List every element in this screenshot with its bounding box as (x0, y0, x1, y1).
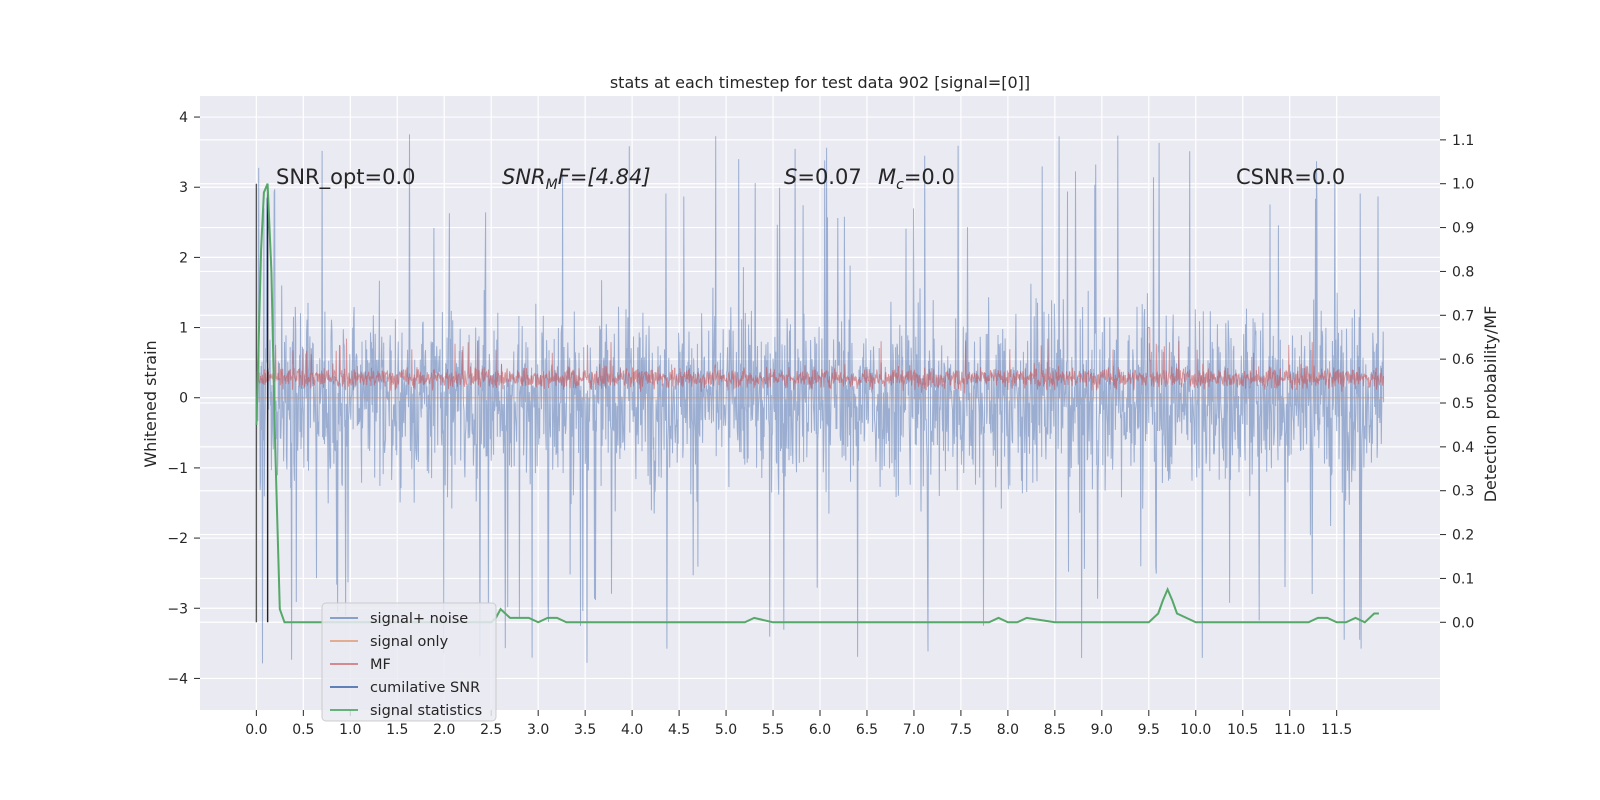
x-tick-label: 0.5 (292, 722, 314, 738)
x-tick-label: 7.0 (903, 722, 925, 738)
annotation-snr-mf-rest: F=[4.84] (558, 165, 651, 189)
y-tick-label: 4 (179, 110, 188, 126)
y-right-tick-label: 1.0 (1452, 177, 1474, 193)
x-tick-label: 11.5 (1321, 722, 1352, 738)
x-tick-label: 4.0 (621, 722, 643, 738)
y-right-axis-ticks: 0.0 0.1 0.2 0.3 0.4 0.5 0.6 0.7 0.8 0.9 1.0 1.1 (1440, 133, 1474, 631)
y-tick-label: −4 (167, 671, 188, 687)
y-right-axis-title: Detection probability/MF (1481, 306, 1500, 503)
y-tick-label: −2 (167, 531, 188, 547)
legend: signal+ noise signal only MF cumilative SNR… (321, 602, 497, 722)
x-tick-label: 8.5 (1044, 722, 1066, 738)
x-tick-label: 5.5 (762, 722, 784, 738)
x-tick-label: 6.5 (856, 722, 878, 738)
x-tick-label: 7.5 (950, 722, 972, 738)
series-signal-plus-noise (255, 134, 1385, 664)
legend-label: cumilative SNR (370, 680, 480, 696)
x-tick-label: 1.0 (339, 722, 361, 738)
y-right-tick-label: 0.1 (1452, 571, 1474, 587)
y-tick-label: 0 (179, 391, 188, 407)
y-tick-label: 1 (179, 321, 188, 337)
annotation-s-var: S (784, 165, 797, 189)
x-tick-label: 8.0 (997, 722, 1019, 738)
annotation-mc-var: M (878, 165, 896, 189)
x-tick-label: 9.5 (1138, 722, 1160, 738)
x-tick-label: 4.5 (668, 722, 690, 738)
annotation-mc: Mc=0.0 (878, 165, 955, 193)
legend-label: MF (370, 657, 391, 673)
y-tick-label: −1 (167, 461, 188, 477)
annotation-s: S=0.07 (784, 165, 862, 189)
y-tick-label: −3 (167, 601, 188, 617)
annotation-mc-sub: c (896, 177, 904, 193)
annotation-snr-mf: SNRMF=[4.84] (502, 165, 651, 193)
annotation-s-val: =0.07 (797, 165, 861, 189)
legend-label: signal only (370, 634, 449, 650)
chart-title: stats at each timestep for test data 902… (610, 73, 1030, 92)
legend-box (321, 602, 497, 722)
y-right-tick-label: 0.8 (1452, 264, 1474, 280)
x-tick-label: 3.5 (574, 722, 596, 738)
y-axis-title: Whitened strain (141, 340, 160, 467)
series-mf (255, 327, 1385, 394)
y-right-tick-label: 0.5 (1452, 396, 1474, 412)
x-tick-label: 2.0 (433, 722, 455, 738)
x-tick-label: 6.0 (809, 722, 831, 738)
x-tick-label: 9.0 (1091, 722, 1113, 738)
annotation-mc-val: =0.0 (904, 165, 955, 189)
y-tick-label: 2 (179, 250, 188, 266)
y-right-tick-label: 0.0 (1452, 615, 1474, 631)
y-right-tick-label: 0.9 (1452, 221, 1474, 237)
x-tick-label: 11.0 (1274, 722, 1305, 738)
y-right-tick-label: 0.7 (1452, 308, 1474, 324)
x-tick-label: 2.5 (480, 722, 502, 738)
legend-label: signal statistics (370, 703, 482, 719)
x-tick-label: 10.0 (1180, 722, 1211, 738)
annotation-csnr: CSNR=0.0 (1236, 165, 1345, 189)
y-right-tick-label: 0.3 (1452, 484, 1474, 500)
y-right-tick-label: 0.2 (1452, 528, 1474, 544)
x-tick-label: 0.0 (245, 722, 267, 738)
x-tick-label: 5.0 (715, 722, 737, 738)
y-right-tick-label: 1.1 (1452, 133, 1474, 149)
annotation-snr-mf-sub: M (546, 177, 558, 193)
y-tick-label: 3 (179, 180, 188, 196)
annotation-snr-opt: SNR_opt=0.0 (276, 165, 416, 190)
mf-line (255, 327, 1385, 394)
x-tick-label: 10.5 (1227, 722, 1258, 738)
x-tick-label: 3.0 (527, 722, 549, 738)
x-tick-label: 1.5 (386, 722, 408, 738)
x-axis-ticks: 0.0 0.5 1.0 1.5 2.0 2.5 3.0 3.5 4.0 4.5 5.0 5.5 6.0 6… (245, 710, 1352, 738)
y-right-tick-label: 0.6 (1452, 352, 1474, 368)
legend-label: signal+ noise (370, 611, 468, 627)
annotation-snr-mf-base: SNR (502, 165, 546, 189)
y-right-tick-label: 0.4 (1452, 440, 1474, 456)
y-axis-ticks: −4 −3 −2 −1 0 1 2 3 4 (167, 110, 200, 687)
signal-plus-noise-line (255, 134, 1385, 664)
annotations: SNR_opt=0.0 SNRMF=[4.84] S=0.07 Mc=0.0 C… (276, 165, 1345, 193)
